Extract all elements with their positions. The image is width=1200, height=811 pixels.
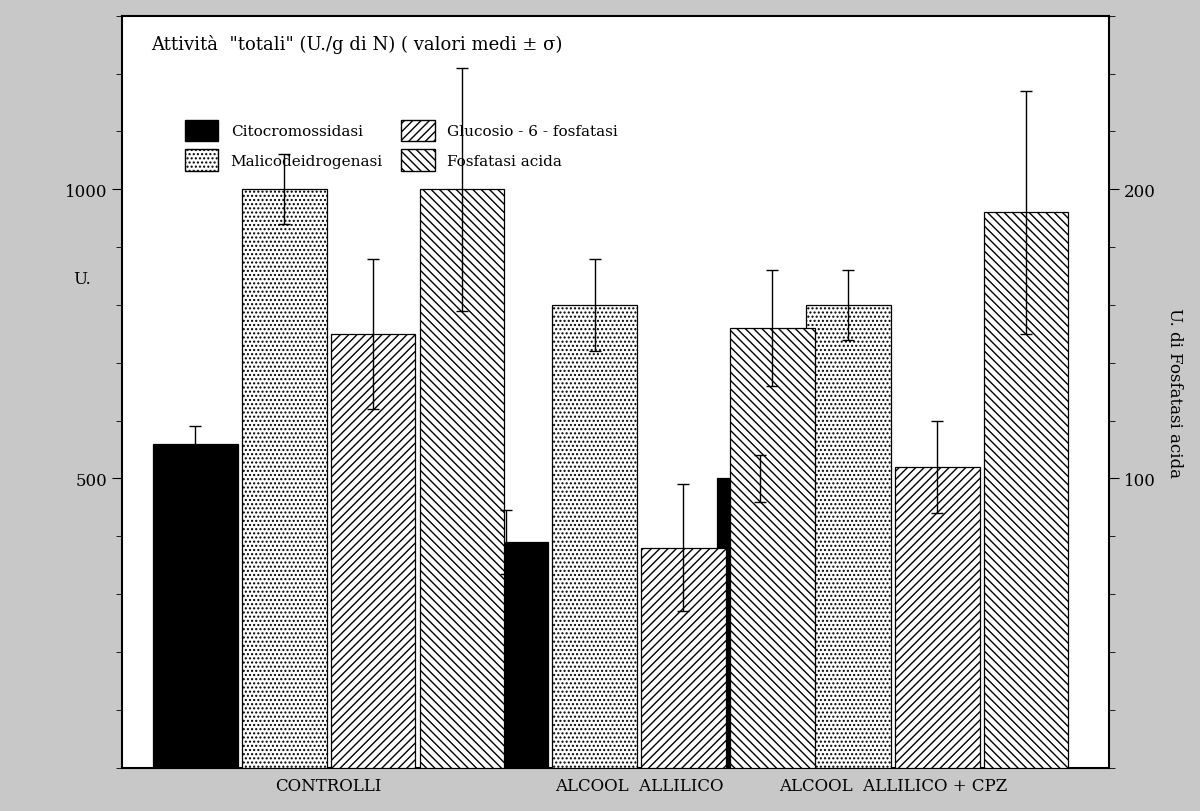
Bar [463, 543, 548, 768]
Bar [420, 190, 504, 768]
Bar [242, 190, 326, 768]
Bar [641, 548, 726, 768]
Y-axis label: U. di Fosfatasi acida: U. di Fosfatasi acida [1166, 307, 1183, 477]
Bar [552, 306, 637, 768]
Bar [154, 444, 238, 768]
Bar [331, 334, 415, 768]
Bar [730, 328, 815, 768]
Bar [806, 306, 890, 768]
Bar [718, 478, 802, 768]
Bar [895, 467, 979, 768]
Bar [984, 213, 1068, 768]
Y-axis label: U.: U. [73, 271, 91, 288]
Legend: Citocromossidasi, Malicodeidrogenasi, Glucosio - 6 - fosfatasi, Fosfatasi acida: Citocromossidasi, Malicodeidrogenasi, Gl… [179, 114, 624, 178]
Text: Attività  "totali" (U./g di N) ( valori medi ± σ): Attività "totali" (U./g di N) ( valori m… [151, 36, 563, 54]
